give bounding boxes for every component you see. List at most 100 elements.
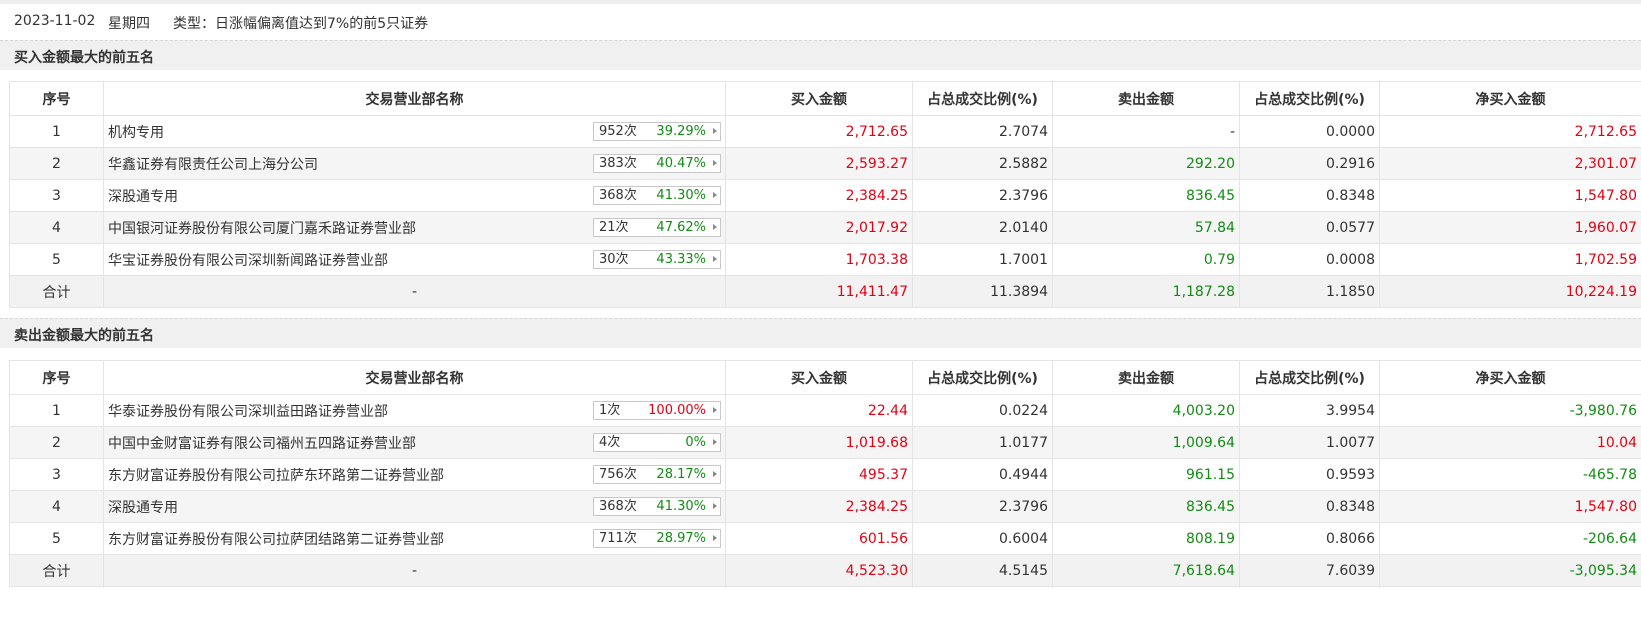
sell-section-header: 卖出金额最大的前五名 xyxy=(0,318,1641,348)
total-sell-amount: 1,187.28 xyxy=(1052,275,1240,308)
branch-name-link[interactable]: 华宝证券股份有限公司深圳新闻路证券营业部 xyxy=(108,252,388,269)
branch-name-link[interactable]: 东方财富证券股份有限公司拉萨东环路第二证券营业部 xyxy=(108,467,444,484)
branch-stats-badge[interactable]: 21次 47.62% xyxy=(593,218,721,237)
total-buy-amount: 11,411.47 xyxy=(725,275,913,308)
branch-stats-badge[interactable]: 711次 28.97% xyxy=(593,529,721,548)
table-row[interactable]: 1 机构专用 952次 39.29% 2,712.65 2.7074-0.0000 2,71… xyxy=(9,115,1641,148)
branch-name-link[interactable]: 机构专用 xyxy=(108,124,164,141)
col-header-net[interactable]: 净买入金额 xyxy=(1379,81,1641,116)
sell-ratio: 0.8348 xyxy=(1239,490,1380,523)
row-number: 4 xyxy=(9,490,104,523)
table-header-row: 序号 交易营业部名称 买入金额 占总成交比例(%) 卖出金额 占总成交比例(%)… xyxy=(9,81,1641,116)
listing-count: 30次 xyxy=(599,252,629,267)
caret-right-icon xyxy=(713,439,717,445)
col-header-no[interactable]: 序号 xyxy=(9,81,104,116)
listing-count: 952次 xyxy=(599,124,637,139)
branch-name-link[interactable]: 中国银河证券股份有限公司厦门嘉禾路证券营业部 xyxy=(108,220,416,237)
col-header-sell[interactable]: 卖出金额 xyxy=(1052,360,1240,395)
buy-ratio: 1.0177 xyxy=(912,426,1053,459)
table-row[interactable]: 5 华宝证券股份有限公司深圳新闻路证券营业部 30次 43.33% 1,703.38 1.… xyxy=(9,243,1641,276)
branch-name-link[interactable]: 深股通专用 xyxy=(108,188,178,205)
branch-name-link[interactable]: 华鑫证券有限责任公司上海分公司 xyxy=(108,156,318,173)
win-rate: 39.29% xyxy=(656,124,706,139)
table-row[interactable]: 2 中国中金财富证券有限公司福州五四路证券营业部 4次 0% 1,019.68 1.017… xyxy=(9,426,1641,459)
net-buy-amount: 1,547.80 xyxy=(1379,179,1641,212)
buy-ratio: 2.5882 xyxy=(912,147,1053,180)
buy-ratio: 0.4944 xyxy=(912,458,1053,491)
listing-count: 383次 xyxy=(599,156,637,171)
total-sell-ratio: 1.1850 xyxy=(1239,275,1380,308)
col-header-sell-ratio[interactable]: 占总成交比例(%) xyxy=(1239,81,1380,116)
table-row[interactable]: 3 东方财富证券股份有限公司拉萨东环路第二证券营业部 756次 28.17% 495.3… xyxy=(9,458,1641,491)
trade-date: 2023-11-02 xyxy=(14,13,96,29)
buy-amount: 2,384.25 xyxy=(725,179,913,212)
row-number: 2 xyxy=(9,147,104,180)
listing-count: 368次 xyxy=(599,499,637,514)
branch-stats-badge[interactable]: 368次 41.30% xyxy=(593,186,721,205)
branch-cell: 深股通专用 368次 41.30% xyxy=(103,490,726,523)
buy-amount: 2,712.65 xyxy=(725,115,913,148)
table-row[interactable]: 2 华鑫证券有限责任公司上海分公司 383次 40.47% 2,593.27 2.5882… xyxy=(9,147,1641,180)
buy-amount: 601.56 xyxy=(725,522,913,555)
table-row[interactable]: 5 东方财富证券股份有限公司拉萨团结路第二证券营业部 711次 28.97% 601.5… xyxy=(9,522,1641,555)
listing-count: 368次 xyxy=(599,188,637,203)
sell-amount: 1,009.64 xyxy=(1052,426,1240,459)
buy-top5-table: 序号 交易营业部名称 买入金额 占总成交比例(%) 卖出金额 占总成交比例(%)… xyxy=(9,81,1641,308)
branch-stats-badge[interactable]: 383次 40.47% xyxy=(593,154,721,173)
net-buy-amount: -206.64 xyxy=(1379,522,1641,555)
sell-amount: 0.79 xyxy=(1052,243,1240,276)
listing-count: 4次 xyxy=(599,435,621,450)
sell-amount: - xyxy=(1052,115,1240,148)
win-rate: 41.30% xyxy=(656,188,706,203)
buy-ratio: 1.7001 xyxy=(912,243,1053,276)
sell-amount: 836.45 xyxy=(1052,490,1240,523)
branch-stats-badge[interactable]: 952次 39.29% xyxy=(593,122,721,141)
buy-ratio: 2.3796 xyxy=(912,490,1053,523)
total-net-buy-amount: -3,095.34 xyxy=(1379,554,1641,587)
col-header-branch[interactable]: 交易营业部名称 xyxy=(103,360,726,395)
branch-name-link[interactable]: 深股通专用 xyxy=(108,499,178,516)
table-row[interactable]: 1 华泰证券股份有限公司深圳益田路证券营业部 1次 100.00% 22.44 0.022… xyxy=(9,394,1641,427)
table-row[interactable]: 4 深股通专用 368次 41.30% 2,384.25 2.3796 836.45 0.83… xyxy=(9,490,1641,523)
buy-ratio: 0.6004 xyxy=(912,522,1053,555)
total-label: 合计 xyxy=(9,275,104,308)
sell-ratio: 0.0008 xyxy=(1239,243,1380,276)
branch-name-link[interactable]: 中国中金财富证券有限公司福州五四路证券营业部 xyxy=(108,435,416,452)
col-header-no[interactable]: 序号 xyxy=(9,360,104,395)
branch-stats-badge[interactable]: 1次 100.00% xyxy=(593,401,721,420)
branch-cell: 东方财富证券股份有限公司拉萨东环路第二证券营业部 756次 28.17% xyxy=(103,458,726,491)
win-rate: 41.30% xyxy=(656,499,706,514)
buy-amount: 1,703.38 xyxy=(725,243,913,276)
col-header-sell-ratio[interactable]: 占总成交比例(%) xyxy=(1239,360,1380,395)
col-header-buy-ratio[interactable]: 占总成交比例(%) xyxy=(912,360,1053,395)
branch-stats-badge[interactable]: 4次 0% xyxy=(593,433,721,452)
sell-ratio: 3.9954 xyxy=(1239,394,1380,427)
branch-stats-badge[interactable]: 30次 43.33% xyxy=(593,250,721,269)
col-header-sell[interactable]: 卖出金额 xyxy=(1052,81,1240,116)
col-header-buy[interactable]: 买入金额 xyxy=(725,81,913,116)
branch-stats-badge[interactable]: 368次 41.30% xyxy=(593,497,721,516)
caret-right-icon xyxy=(713,192,717,198)
branch-cell: 华泰证券股份有限公司深圳益田路证券营业部 1次 100.00% xyxy=(103,394,726,427)
caret-right-icon xyxy=(713,224,717,230)
branch-name-link[interactable]: 东方财富证券股份有限公司拉萨团结路第二证券营业部 xyxy=(108,531,444,548)
row-number: 1 xyxy=(9,115,104,148)
total-net-buy-amount: 10,224.19 xyxy=(1379,275,1641,308)
col-header-net[interactable]: 净买入金额 xyxy=(1379,360,1641,395)
col-header-buy-ratio[interactable]: 占总成交比例(%) xyxy=(912,81,1053,116)
branch-name-link[interactable]: 华泰证券股份有限公司深圳益田路证券营业部 xyxy=(108,403,388,420)
caret-right-icon xyxy=(713,256,717,262)
buy-amount: 495.37 xyxy=(725,458,913,491)
col-header-branch[interactable]: 交易营业部名称 xyxy=(103,81,726,116)
total-sell-ratio: 7.6039 xyxy=(1239,554,1380,587)
listing-count: 1次 xyxy=(599,403,621,418)
win-rate: 28.17% xyxy=(656,467,706,482)
buy-section-title: 买入金额最大的前五名 xyxy=(14,50,154,66)
table-row[interactable]: 3 深股通专用 368次 41.30% 2,384.25 2.3796 836.45 0.83… xyxy=(9,179,1641,212)
table-row[interactable]: 4 中国银河证券股份有限公司厦门嘉禾路证券营业部 21次 47.62% 2,017.92… xyxy=(9,211,1641,244)
col-header-buy[interactable]: 买入金额 xyxy=(725,360,913,395)
listing-count: 21次 xyxy=(599,220,629,235)
win-rate: 100.00% xyxy=(648,403,706,418)
sell-ratio: 0.0577 xyxy=(1239,211,1380,244)
branch-stats-badge[interactable]: 756次 28.17% xyxy=(593,465,721,484)
